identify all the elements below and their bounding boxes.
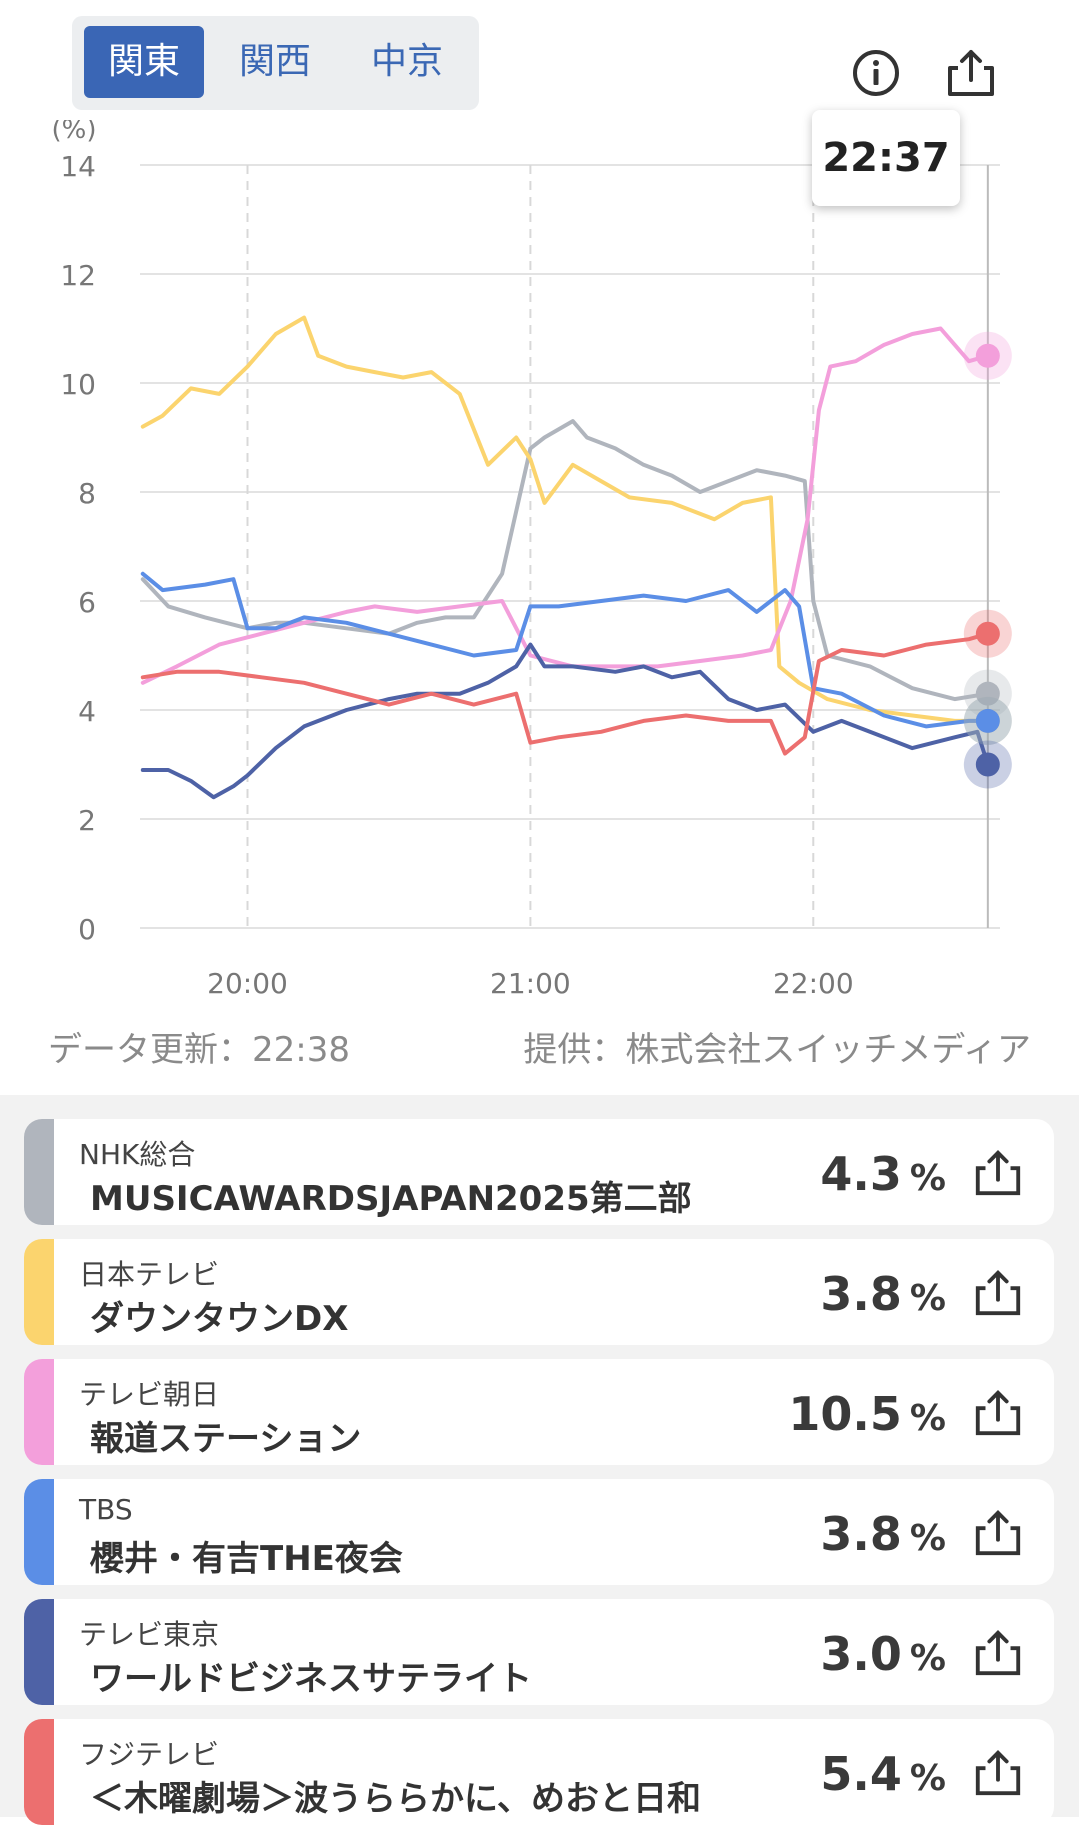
region-tabs: 関東 関西 中京 <box>72 16 479 110</box>
program-title: 櫻井・有吉THE夜会 <box>90 1539 403 1579</box>
share-icon[interactable] <box>944 46 998 100</box>
provider-text: 提供：株式会社スイッチメディア <box>523 1030 1031 1070</box>
program-card-tbs[interactable]: TBS 櫻井・有吉THE夜会 3.8% <box>24 1479 1054 1585</box>
program-card-fuji[interactable]: フジテレビ ＜木曜劇場＞波うららかに、めおと日和 5.4% <box>24 1719 1054 1825</box>
y-tick-label: 2 <box>78 804 96 837</box>
program-title: MUSICAWARDSJAPAN2025第二部 <box>90 1179 692 1219</box>
channel-name: テレビ朝日 <box>79 1378 220 1411</box>
y-tick-label: 8 <box>78 477 96 510</box>
rating-value: 10.5% <box>788 1387 946 1441</box>
y-axis-label: (%) <box>52 120 97 145</box>
program-title: ダウンタウンDX <box>90 1299 349 1339</box>
series-line-5 <box>140 631 990 756</box>
series-line-3 <box>140 571 990 729</box>
channel-color-bar <box>24 1119 54 1225</box>
series-line-4 <box>140 642 990 800</box>
series-marker-3 <box>975 708 1000 733</box>
y-tick-label: 6 <box>78 586 96 619</box>
channel-color-bar <box>24 1239 54 1345</box>
data-updated-text: データ更新：22:38 <box>48 1030 350 1070</box>
rating-value: 5.4% <box>820 1747 946 1801</box>
time-tooltip: 22:37 <box>812 110 960 206</box>
program-card-tv-asahi[interactable]: テレビ朝日 報道ステーション 10.5% <box>24 1359 1054 1465</box>
y-tick-label: 4 <box>78 695 96 728</box>
channel-name: テレビ東京 <box>79 1618 220 1651</box>
rating-value: 4.3% <box>820 1147 946 1201</box>
share-icon[interactable] <box>972 1627 1024 1679</box>
channel-color-bar <box>24 1479 54 1585</box>
channel-color-bar <box>24 1599 54 1705</box>
rating-value: 3.8% <box>820 1507 946 1561</box>
program-card-nhk[interactable]: NHK総合 MUSICAWARDSJAPAN2025第二部 4.3% <box>24 1119 1054 1225</box>
share-icon[interactable] <box>972 1747 1024 1799</box>
series-marker-4 <box>975 752 1000 777</box>
program-card-ntv[interactable]: 日本テレビ ダウンタウンDX 3.8% <box>24 1239 1054 1345</box>
channel-name: フジテレビ <box>79 1738 220 1771</box>
info-icon[interactable] <box>849 46 903 100</box>
series-marker-2 <box>975 343 1000 368</box>
series-line-0 <box>140 419 990 702</box>
channel-color-bar <box>24 1359 54 1465</box>
channel-name: TBS <box>79 1493 133 1526</box>
program-title: ワールドビジネスサテライト <box>90 1659 532 1699</box>
y-tick-label: 0 <box>78 913 96 946</box>
share-icon[interactable] <box>972 1147 1024 1199</box>
ratings-chart: 0 2 4 6 8 10 12 14 (%) 20:00 21:00 22:00 <box>52 120 1012 1000</box>
y-tick-label: 12 <box>60 259 96 292</box>
series-marker-5 <box>975 621 1000 646</box>
x-tick-label: 20:00 <box>207 967 288 1000</box>
x-tick-label: 21:00 <box>490 967 571 1000</box>
tab-chukyo[interactable]: 中京 <box>370 41 443 82</box>
y-tick-label: 14 <box>60 150 96 183</box>
share-icon[interactable] <box>972 1507 1024 1559</box>
rating-value: 3.0% <box>820 1627 946 1681</box>
series-line-1 <box>140 315 990 723</box>
program-title: ＜木曜劇場＞波うららかに、めおと日和 <box>90 1779 701 1819</box>
x-tick-label: 22:00 <box>773 967 854 1000</box>
share-icon[interactable] <box>972 1387 1024 1439</box>
channel-name: 日本テレビ <box>79 1258 220 1291</box>
y-tick-label: 10 <box>60 368 96 401</box>
tab-kanto[interactable]: 関東 <box>84 26 204 98</box>
channel-name: NHK総合 <box>79 1138 196 1171</box>
tab-kansai[interactable]: 関西 <box>238 41 311 82</box>
program-card-tv-tokyo[interactable]: テレビ東京 ワールドビジネスサテライト 3.0% <box>24 1599 1054 1705</box>
program-title: 報道ステーション <box>90 1419 362 1459</box>
series-marker-0 <box>975 681 1000 706</box>
rating-value: 3.8% <box>820 1267 946 1321</box>
share-icon[interactable] <box>972 1267 1024 1319</box>
channel-color-bar <box>24 1719 54 1825</box>
